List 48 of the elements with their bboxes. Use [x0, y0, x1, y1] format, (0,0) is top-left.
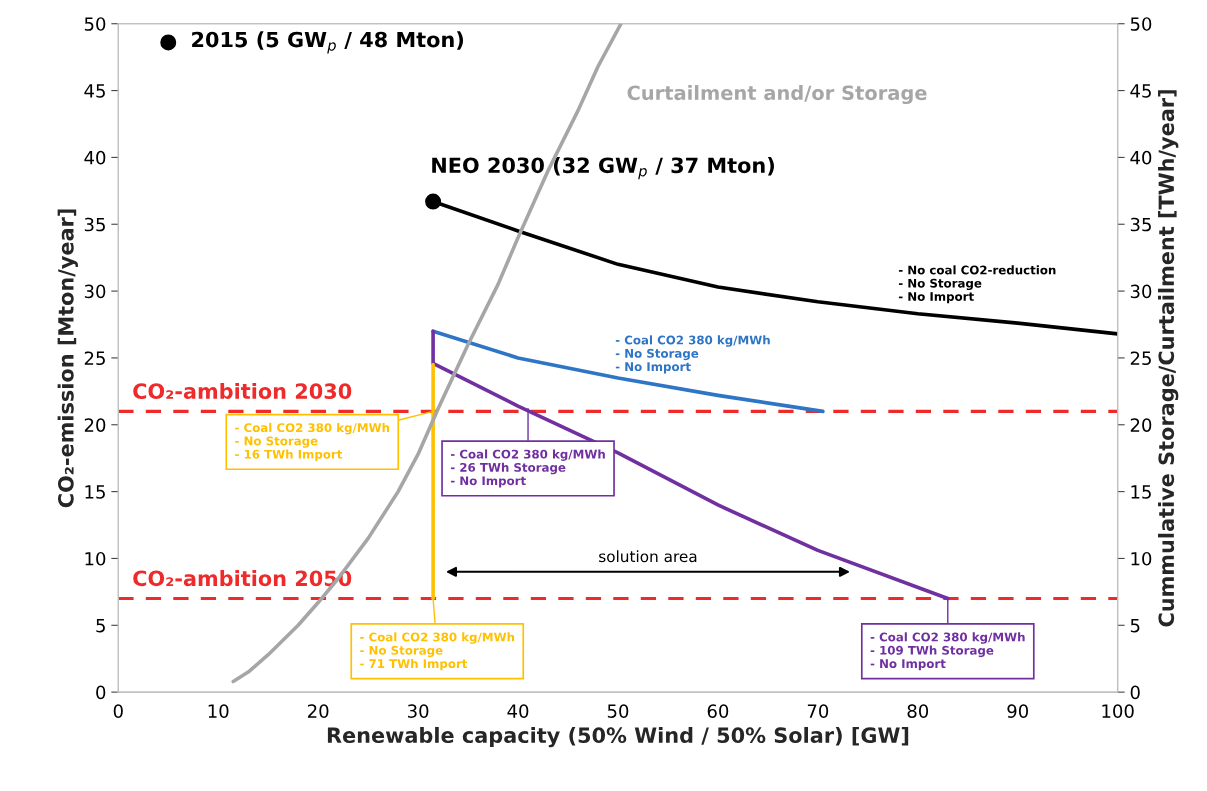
y-tick-label: 30	[84, 284, 106, 299]
y-tick-label: 15	[85, 485, 105, 499]
x-tick-label: 90	[1007, 704, 1029, 718]
y2-tick-label: 50	[1130, 17, 1152, 31]
y-tick-label: 50	[84, 17, 106, 31]
x-tick-label: 50	[607, 704, 629, 718]
x-axis-title: Renewable capacity (50% Wind / 50% Solar) [GW]	[327, 726, 909, 748]
annotation: NEO 2030 (32 GW$_{p}$ / 37 Mton)	[432, 157, 774, 180]
y2-tick-label: 5	[1130, 618, 1140, 633]
y2-tick-label: 0	[1130, 685, 1140, 700]
annotation: - Coal CO2 380 kg/MWh - 26 TWh Storage - No Import	[450, 449, 605, 488]
y-tick-label: 20	[84, 418, 106, 432]
line-series	[431, 329, 825, 414]
y2-tick-label: 40	[1130, 150, 1152, 165]
annotation: - Coal CO2 380 kg/MWh - No Storage - 71 TWh Import	[360, 632, 515, 671]
ref-line-label: CO₂-ambition 2030	[133, 382, 352, 400]
annotation: - Coal CO2 380 kg/MWh - No Storage - 16 TWh Import	[235, 422, 390, 461]
y-tick-label: 0	[96, 685, 106, 700]
x-tick-label: 60	[707, 704, 729, 718]
y-tick-label: 25	[84, 351, 105, 366]
y2-tick-label: 20	[1130, 418, 1152, 432]
annotation: 2015 (5 GW$_{p}$ / 48 Mton)	[192, 31, 464, 54]
y2-tick-label: 45	[1130, 84, 1151, 98]
x-tick-label: 100	[1102, 704, 1134, 718]
y-tick-label: 35	[84, 217, 105, 232]
x-tick-label: 80	[907, 704, 929, 718]
y2-tick-label: 30	[1130, 284, 1152, 299]
x-tick-label: 30	[407, 704, 429, 718]
annotation: - No coal CO2-reduction - No Storage - No Import	[898, 265, 1056, 304]
y-axis-title: CO₂-emission [Mton/year]	[57, 209, 78, 508]
y2-tick-label: 25	[1130, 351, 1151, 366]
series-label: Curtailment and/or Storage	[627, 85, 927, 105]
y2-tick-label: 15	[1131, 485, 1151, 499]
annotation: - Coal CO2 380 kg/MWh - 109 TWh Storage - No Import	[870, 632, 1025, 671]
y-tick-label: 45	[84, 84, 105, 98]
y-tick-label: 10	[85, 551, 106, 566]
x-tick-label: 40	[507, 704, 529, 718]
y2-tick-label: 10	[1131, 551, 1152, 566]
x-tick-label: 70	[807, 704, 829, 718]
x-tick-label: 20	[308, 704, 329, 718]
x-tick-label: 10	[208, 704, 229, 718]
y-tick-label: 40	[84, 150, 106, 165]
annotation: - Coal CO2 380 kg/MWh - No Storage - No Import	[615, 335, 770, 374]
y-tick-label: 5	[96, 618, 105, 633]
y2-tick-label: 35	[1130, 217, 1151, 232]
annotation: solution area	[599, 550, 697, 563]
x-tick-label: 0	[113, 704, 123, 718]
y2-axis-title: Cummulative Storage/Curtailment [TWh/year]	[1158, 90, 1179, 627]
